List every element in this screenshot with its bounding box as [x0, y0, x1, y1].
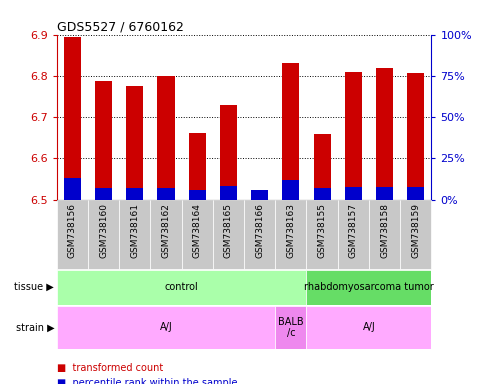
Bar — [400, 200, 431, 269]
Bar — [95, 188, 112, 200]
Bar — [181, 200, 213, 269]
Text: strain ▶: strain ▶ — [16, 322, 54, 333]
Bar — [282, 63, 299, 200]
Bar — [338, 200, 369, 269]
Bar — [307, 270, 431, 305]
Bar — [369, 200, 400, 269]
Text: GSM738159: GSM738159 — [411, 203, 420, 258]
Bar — [88, 200, 119, 269]
Bar — [244, 200, 275, 269]
Text: A/J: A/J — [160, 322, 173, 333]
Text: GSM738155: GSM738155 — [317, 203, 326, 258]
Text: ■  percentile rank within the sample: ■ percentile rank within the sample — [57, 378, 237, 384]
Text: GSM738163: GSM738163 — [286, 203, 295, 258]
Bar — [189, 190, 206, 200]
Bar — [282, 180, 299, 200]
Bar — [275, 306, 307, 349]
Bar — [220, 105, 237, 200]
Bar — [95, 81, 112, 200]
Bar — [376, 68, 393, 200]
Bar — [345, 72, 362, 200]
Bar — [307, 306, 431, 349]
Bar — [251, 190, 268, 200]
Text: GSM738166: GSM738166 — [255, 203, 264, 258]
Bar — [407, 73, 424, 200]
Text: GSM738158: GSM738158 — [380, 203, 389, 258]
Text: rhabdomyosarcoma tumor: rhabdomyosarcoma tumor — [304, 282, 434, 292]
Text: tissue ▶: tissue ▶ — [14, 282, 54, 292]
Bar — [220, 187, 237, 200]
Bar — [157, 188, 175, 200]
Text: GSM738160: GSM738160 — [99, 203, 108, 258]
Bar — [189, 133, 206, 200]
Text: A/J: A/J — [362, 322, 375, 333]
Bar — [150, 200, 181, 269]
Bar — [57, 306, 275, 349]
Bar — [407, 187, 424, 200]
Text: GSM738162: GSM738162 — [162, 203, 171, 258]
Text: control: control — [165, 282, 199, 292]
Bar — [126, 188, 143, 200]
Text: ■  transformed count: ■ transformed count — [57, 362, 163, 372]
Bar — [57, 270, 307, 305]
Bar — [157, 76, 175, 200]
Text: GDS5527 / 6760162: GDS5527 / 6760162 — [57, 20, 183, 33]
Bar — [307, 200, 338, 269]
Bar — [64, 178, 81, 200]
Bar — [119, 200, 150, 269]
Bar — [376, 187, 393, 200]
Text: GSM738161: GSM738161 — [130, 203, 139, 258]
Bar — [57, 200, 88, 269]
Text: BALB
/c: BALB /c — [278, 316, 304, 338]
Bar — [213, 200, 244, 269]
Text: GSM738157: GSM738157 — [349, 203, 358, 258]
Bar — [251, 192, 268, 200]
Text: GSM738164: GSM738164 — [193, 203, 202, 258]
Text: GSM738156: GSM738156 — [68, 203, 77, 258]
Bar — [126, 86, 143, 200]
Bar — [275, 200, 307, 269]
Bar — [314, 134, 331, 200]
Text: GSM738165: GSM738165 — [224, 203, 233, 258]
Bar — [345, 187, 362, 200]
Bar — [314, 188, 331, 200]
Bar — [64, 36, 81, 200]
